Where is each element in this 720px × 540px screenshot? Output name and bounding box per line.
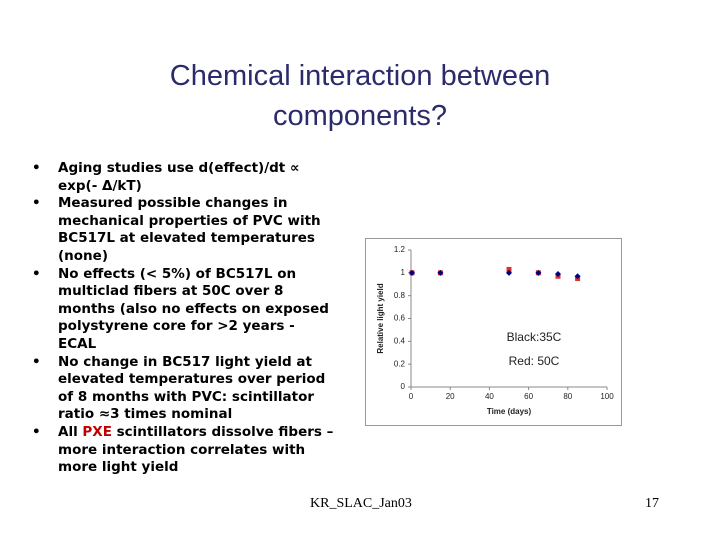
point bbox=[506, 269, 512, 276]
text: All bbox=[58, 423, 83, 440]
x-tick-label: 40 bbox=[485, 392, 494, 401]
chart: 0 0.2 0.4 0.6 0.8 1 1.2 0 20 40 60 80 100 Time (days)… bbox=[365, 238, 622, 426]
bullet: Aging studies use d(effect)/dt ∝ exp(- Δ… bbox=[30, 160, 335, 195]
point bbox=[555, 270, 561, 277]
highlight: PXE bbox=[82, 423, 112, 440]
text: scintillators dissolve fibers – more int… bbox=[58, 423, 334, 476]
point bbox=[408, 269, 415, 276]
point bbox=[535, 269, 542, 276]
x-tick-label: 20 bbox=[446, 392, 455, 401]
y-tick-label: 0.2 bbox=[394, 359, 406, 368]
chart-frame bbox=[365, 238, 622, 426]
title-line: Chemical interaction between bbox=[169, 60, 551, 92]
point bbox=[437, 269, 444, 276]
x-tick-label: 100 bbox=[600, 392, 614, 401]
y-tick-label: 0 bbox=[401, 382, 406, 391]
y-tick-label: 1.2 bbox=[394, 245, 406, 254]
y-axis-label: Relative light yield bbox=[376, 283, 385, 353]
annotation: Red: 50C bbox=[509, 354, 560, 368]
bullet: No change in BC517 light yield at elevat… bbox=[30, 354, 335, 424]
bullet: Measured possible changes in mechanical … bbox=[30, 195, 335, 265]
bullet: No effects (< 5%) of BC517L on multiclad… bbox=[30, 266, 335, 354]
title-line: components? bbox=[272, 100, 448, 132]
x-tick-label: 0 bbox=[409, 392, 414, 401]
x-tick-label: 60 bbox=[524, 392, 533, 401]
page-number: 17 bbox=[645, 496, 659, 511]
slide-title: Chemical interaction between components? bbox=[0, 56, 720, 136]
annotation: Black:35C bbox=[507, 330, 562, 344]
point bbox=[506, 266, 512, 272]
x-tick-label: 80 bbox=[563, 392, 572, 401]
footer: KR_SLAC_Jan03 bbox=[310, 496, 412, 511]
x-axis-label: Time (days) bbox=[487, 407, 532, 416]
y-tick-label: 0.8 bbox=[394, 291, 406, 300]
bullet: All PXE scintillators dissolve fibers – … bbox=[30, 424, 335, 477]
bullet-list: Aging studies use d(effect)/dt ∝ exp(- Δ… bbox=[30, 160, 335, 477]
y-tick-label: 0.4 bbox=[394, 336, 406, 345]
point bbox=[574, 273, 581, 280]
y-tick-label: 0.6 bbox=[394, 314, 406, 323]
y-tick-label: 1 bbox=[401, 268, 406, 277]
